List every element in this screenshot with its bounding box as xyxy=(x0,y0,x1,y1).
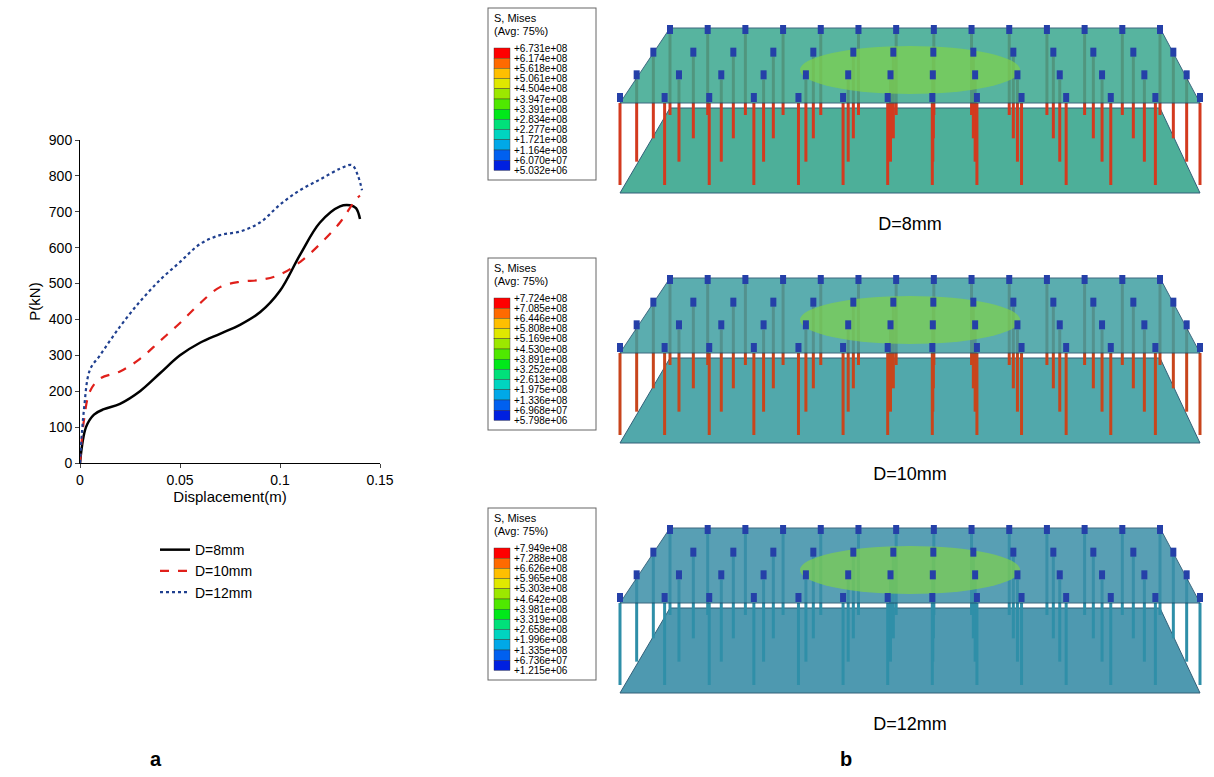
svg-text:+3.319e+08: +3.319e+08 xyxy=(514,613,568,625)
svg-text:+2.613e+08: +2.613e+08 xyxy=(514,374,568,386)
svg-text:D=10mm: D=10mm xyxy=(195,563,252,579)
svg-text:100: 100 xyxy=(49,419,73,435)
svg-text:0.05: 0.05 xyxy=(166,472,193,488)
svg-text:+3.981e+08: +3.981e+08 xyxy=(514,603,568,615)
svg-text:900: 900 xyxy=(49,132,73,148)
svg-text:800: 800 xyxy=(49,168,73,184)
svg-text:+6.626e+08: +6.626e+08 xyxy=(514,562,568,574)
svg-text:+6.446e+08: +6.446e+08 xyxy=(514,312,568,324)
svg-text:(Avg: 75%): (Avg: 75%) xyxy=(494,275,548,287)
svg-text:(Avg: 75%): (Avg: 75%) xyxy=(494,525,548,537)
html-text:b: b xyxy=(840,748,853,770)
svg-text:+1.215e+06: +1.215e+06 xyxy=(514,665,568,676)
svg-text:+3.252e+08: +3.252e+08 xyxy=(514,363,568,375)
svg-text:D=8mm: D=8mm xyxy=(195,542,244,558)
svg-text:700: 700 xyxy=(49,204,73,220)
svg-text:+5.798e+06: +5.798e+06 xyxy=(514,415,568,426)
svg-text:+7.288e+08: +7.288e+08 xyxy=(514,552,568,564)
svg-text:P(kN): P(kN) xyxy=(26,282,43,320)
svg-text:0.1: 0.1 xyxy=(270,472,290,488)
svg-text:+6.731e+08: +6.731e+08 xyxy=(514,42,568,54)
svg-text:S, Mises: S, Mises xyxy=(494,262,537,274)
svg-text:S, Mises: S, Mises xyxy=(494,12,537,24)
svg-text:+5.303e+08: +5.303e+08 xyxy=(514,583,568,595)
svg-text:+5.169e+08: +5.169e+08 xyxy=(514,333,568,345)
svg-text:+4.530e+08: +4.530e+08 xyxy=(514,343,568,355)
svg-text:(Avg: 75%): (Avg: 75%) xyxy=(494,25,548,37)
svg-text:+3.947e+08: +3.947e+08 xyxy=(514,93,568,105)
svg-text:D=12mm: D=12mm xyxy=(873,714,947,734)
svg-text:600: 600 xyxy=(49,240,73,256)
html-text:a: a xyxy=(150,748,162,770)
svg-text:+6.070e+07: +6.070e+07 xyxy=(514,154,568,166)
svg-text:+7.949e+08: +7.949e+08 xyxy=(514,542,568,554)
svg-text:300: 300 xyxy=(49,347,73,363)
svg-text:+6.174e+08: +6.174e+08 xyxy=(514,52,568,64)
svg-text:0: 0 xyxy=(76,472,84,488)
svg-text:+4.642e+08: +4.642e+08 xyxy=(514,593,568,605)
svg-text:D=12mm: D=12mm xyxy=(195,585,252,601)
svg-text:+6.968e+07: +6.968e+07 xyxy=(514,404,568,416)
svg-text:500: 500 xyxy=(49,275,73,291)
svg-text:+2.658e+08: +2.658e+08 xyxy=(514,624,568,636)
svg-text:+2.277e+08: +2.277e+08 xyxy=(514,124,568,136)
svg-text:D=8mm: D=8mm xyxy=(878,214,942,234)
svg-text:200: 200 xyxy=(49,383,73,399)
svg-text:+7.085e+08: +7.085e+08 xyxy=(514,302,568,314)
svg-text:+3.891e+08: +3.891e+08 xyxy=(514,353,568,365)
svg-text:400: 400 xyxy=(49,311,73,327)
svg-text:Displacement(m): Displacement(m) xyxy=(173,488,286,505)
svg-text:+1.721e+08: +1.721e+08 xyxy=(514,134,568,146)
svg-text:+6.736e+07: +6.736e+07 xyxy=(514,654,568,666)
svg-text:+5.061e+08: +5.061e+08 xyxy=(514,73,568,85)
svg-text:+1.335e+08: +1.335e+08 xyxy=(514,644,568,656)
svg-text:+4.504e+08: +4.504e+08 xyxy=(514,83,568,95)
svg-text:+5.965e+08: +5.965e+08 xyxy=(514,573,568,585)
svg-text:+1.975e+08: +1.975e+08 xyxy=(514,384,568,396)
svg-text:D=10mm: D=10mm xyxy=(873,464,947,484)
svg-text:+7.724e+08: +7.724e+08 xyxy=(514,292,568,304)
svg-text:+1.164e+08: +1.164e+08 xyxy=(514,144,568,156)
svg-text:0: 0 xyxy=(64,455,72,471)
svg-text:+5.032e+06: +5.032e+06 xyxy=(514,165,568,176)
svg-text:+3.391e+08: +3.391e+08 xyxy=(514,103,568,115)
svg-text:+1.996e+08: +1.996e+08 xyxy=(514,634,568,646)
svg-text:+5.618e+08: +5.618e+08 xyxy=(514,62,568,74)
svg-text:+1.336e+08: +1.336e+08 xyxy=(514,394,568,406)
svg-text:+2.834e+08: +2.834e+08 xyxy=(514,113,568,125)
svg-text:S, Mises: S, Mises xyxy=(494,512,537,524)
svg-text:0.15: 0.15 xyxy=(366,472,393,488)
svg-text:+5.808e+08: +5.808e+08 xyxy=(514,323,568,335)
